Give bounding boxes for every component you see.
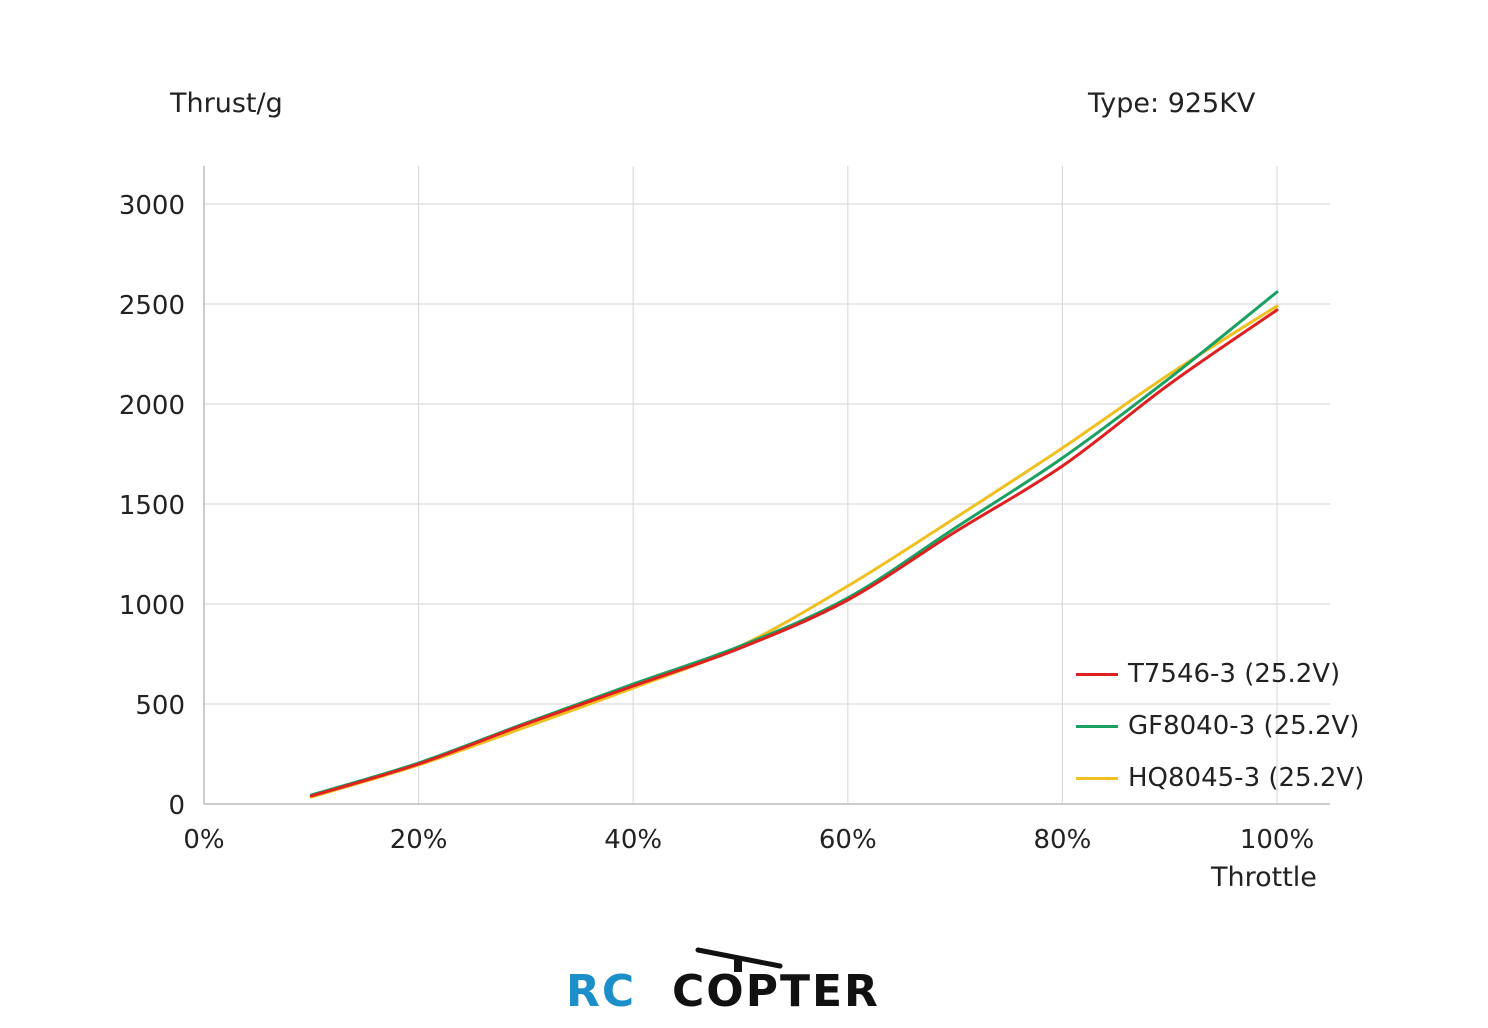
legend-swatch	[1076, 776, 1118, 780]
x-tick-label: 80%	[1034, 825, 1092, 855]
legend-item-hq8045: HQ8045-3 (25.2V)	[1076, 752, 1364, 804]
logo-text-rc: RC	[566, 966, 637, 1017]
x-axis-title: Throttle	[1211, 862, 1317, 893]
x-tick-label: 20%	[390, 825, 448, 855]
y-tick-label: 3000	[119, 191, 185, 221]
grid-lines	[204, 166, 1330, 804]
rotor-icon	[695, 947, 783, 972]
y-tick-label: 2500	[119, 291, 185, 321]
legend-item-t7546: T7546-3 (25.2V)	[1076, 648, 1364, 700]
legend-label: GF8040-3 (25.2V)	[1128, 711, 1360, 741]
legend-swatch	[1076, 724, 1118, 728]
x-tick-label: 60%	[819, 825, 877, 855]
y-tick-label: 500	[135, 691, 185, 721]
rc-copter-logo: RC COPTER	[560, 944, 930, 1017]
legend-item-gf8040: GF8040-3 (25.2V)	[1076, 700, 1364, 752]
type-label: Type: 925KV	[1088, 88, 1256, 119]
y-tick-label: 1500	[119, 491, 185, 521]
x-tick-label: 100%	[1240, 825, 1314, 855]
axes	[203, 166, 1330, 805]
x-tick-label: 0%	[183, 825, 224, 855]
legend: T7546-3 (25.2V) GF8040-3 (25.2V) HQ8045-…	[1076, 648, 1364, 804]
series-line-t7546-3	[309, 308, 1279, 798]
series-lines	[309, 290, 1279, 799]
x-tick-label: 40%	[604, 825, 662, 855]
tick-labels: 0 500 1000 1500 2000 2500 3000 0% 20% 40% 60% 80% 10…	[119, 191, 1314, 855]
logo-text-copter: COPTER	[672, 966, 880, 1017]
y-tick-label: 0	[168, 791, 185, 821]
y-axis-title: Thrust/g	[170, 88, 283, 119]
legend-label: T7546-3 (25.2V)	[1128, 659, 1341, 689]
legend-swatch	[1076, 672, 1118, 676]
legend-label: HQ8045-3 (25.2V)	[1128, 763, 1365, 793]
y-tick-label: 1000	[119, 591, 185, 621]
y-tick-label: 2000	[119, 391, 185, 421]
series-line-hq8045-3	[309, 304, 1279, 799]
